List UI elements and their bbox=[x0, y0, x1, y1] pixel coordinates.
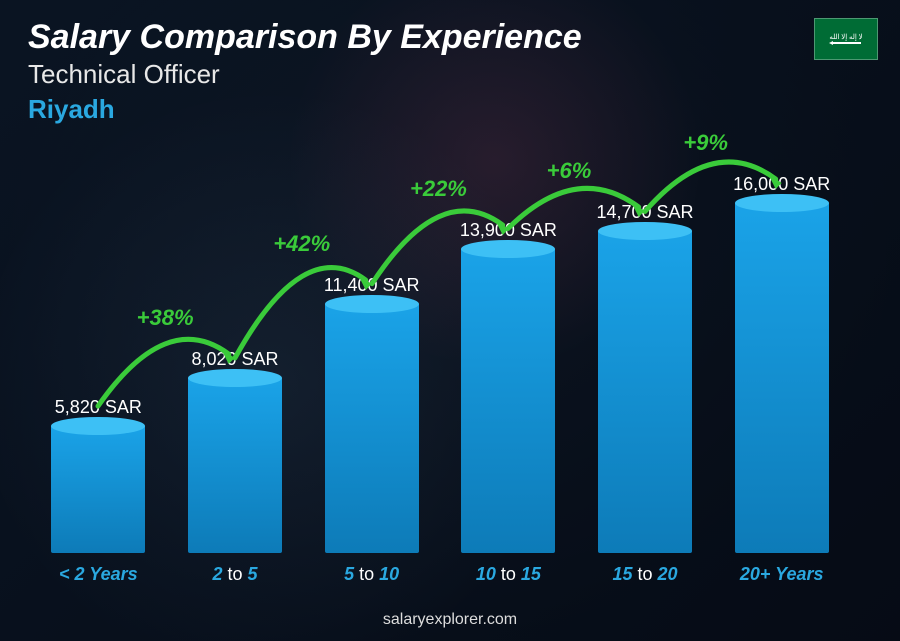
bar-front bbox=[51, 426, 145, 553]
bar-front bbox=[325, 304, 419, 553]
x-axis-label: 20+ Years bbox=[713, 564, 850, 585]
bar-value-label: 8,020 SAR bbox=[191, 349, 278, 370]
bar-top-ellipse bbox=[461, 240, 555, 258]
bar bbox=[735, 203, 829, 553]
header: Salary Comparison By Experience Technica… bbox=[28, 18, 810, 125]
bar-front bbox=[461, 249, 555, 553]
bar-front bbox=[598, 231, 692, 553]
bar-column: 8,020 SAR bbox=[167, 349, 304, 553]
bar bbox=[461, 249, 555, 553]
bar-front bbox=[188, 378, 282, 553]
bar bbox=[188, 378, 282, 553]
bar-top-ellipse bbox=[188, 369, 282, 387]
bar bbox=[325, 304, 419, 553]
salary-bar-chart: 5,820 SAR 8,020 SAR 11,400 SAR 13,900 SAR 14… bbox=[30, 150, 850, 581]
bar-value-label: 11,400 SAR bbox=[324, 275, 420, 296]
x-axis-label: 2 to 5 bbox=[167, 564, 304, 585]
bar bbox=[598, 231, 692, 553]
chart-subtitle: Technical Officer bbox=[28, 59, 810, 90]
footer-attribution: salaryexplorer.com bbox=[0, 611, 900, 629]
bar-column: 5,820 SAR bbox=[30, 397, 167, 553]
svg-text:لا إله إلا الله: لا إله إلا الله bbox=[829, 33, 862, 41]
bar-top-ellipse bbox=[325, 295, 419, 313]
bar-top-ellipse bbox=[735, 194, 829, 212]
bar-column: 14,700 SAR bbox=[577, 202, 714, 553]
bar-value-label: 16,000 SAR bbox=[733, 174, 830, 195]
chart-location: Riyadh bbox=[28, 94, 810, 125]
x-axis-labels: < 2 Years2 to 55 to 1010 to 1515 to 2020… bbox=[30, 564, 850, 585]
bar-top-ellipse bbox=[51, 417, 145, 435]
x-axis-label: 10 to 15 bbox=[440, 564, 577, 585]
x-axis-label: 15 to 20 bbox=[577, 564, 714, 585]
saudi-arabia-flag-icon: لا إله إلا الله bbox=[814, 18, 878, 60]
bar bbox=[51, 426, 145, 553]
bar-column: 16,000 SAR bbox=[713, 174, 850, 553]
x-axis-label: 5 to 10 bbox=[303, 564, 440, 585]
bar-value-label: 13,900 SAR bbox=[460, 220, 557, 241]
x-axis-label: < 2 Years bbox=[30, 564, 167, 585]
bar-value-label: 5,820 SAR bbox=[55, 397, 142, 418]
bar-column: 13,900 SAR bbox=[440, 220, 577, 553]
chart-title: Salary Comparison By Experience bbox=[28, 18, 810, 57]
bar-column: 11,400 SAR bbox=[303, 275, 440, 553]
bars-container: 5,820 SAR 8,020 SAR 11,400 SAR 13,900 SAR 14… bbox=[30, 153, 850, 553]
bar-front bbox=[735, 203, 829, 553]
bar-value-label: 14,700 SAR bbox=[596, 202, 693, 223]
